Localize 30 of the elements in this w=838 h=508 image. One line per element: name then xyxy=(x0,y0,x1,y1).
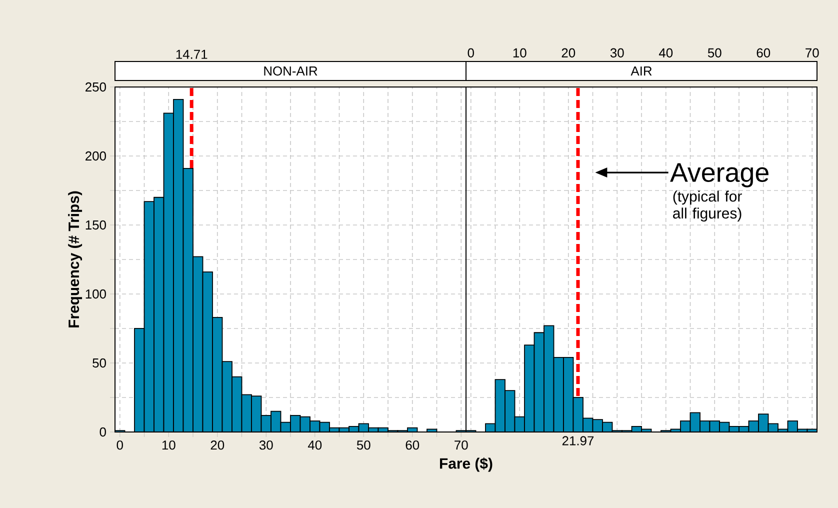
x-tick-label: 20 xyxy=(210,440,224,450)
y-axis-title: Frequency (# Trips) xyxy=(68,191,82,328)
x2-tick-label: 30 xyxy=(610,48,624,58)
x-tick-label: 50 xyxy=(356,440,370,450)
x2-tick-label: 10 xyxy=(513,48,526,58)
y-tick-label: 250 xyxy=(86,82,106,92)
y-tick-label: 150 xyxy=(86,220,106,230)
ref-line-label: 14.71 xyxy=(176,50,208,59)
x-tick-label: 0 xyxy=(116,440,123,450)
annotation: (typical for all figures) xyxy=(673,190,742,222)
x2-tick-label: 70 xyxy=(806,48,819,58)
x2-tick-label: 20 xyxy=(562,48,576,58)
ref-line-label: 21.97 xyxy=(562,436,594,446)
x-axis-title: Fare ($) xyxy=(440,458,492,472)
x-tick-label: 70 xyxy=(454,440,468,450)
x2-tick-label: 50 xyxy=(708,48,722,58)
annotation: Average xyxy=(670,163,768,188)
x-tick-label: 40 xyxy=(308,440,322,450)
x2-tick-label: 0 xyxy=(468,48,474,58)
x-tick-label: 10 xyxy=(162,440,176,450)
x-tick-label: 30 xyxy=(259,440,273,450)
chart-title: NON-AIR xyxy=(264,66,318,76)
y-tick-label: 200 xyxy=(86,151,106,161)
y-tick-label: 100 xyxy=(86,289,106,299)
chart-title: AIR xyxy=(630,66,652,76)
y-tick-label: 50 xyxy=(92,358,106,368)
x-tick-label: 60 xyxy=(406,440,420,450)
y-tick-label: 0 xyxy=(100,427,106,437)
x2-tick-label: 60 xyxy=(756,48,770,58)
x2-tick-label: 40 xyxy=(658,48,673,58)
